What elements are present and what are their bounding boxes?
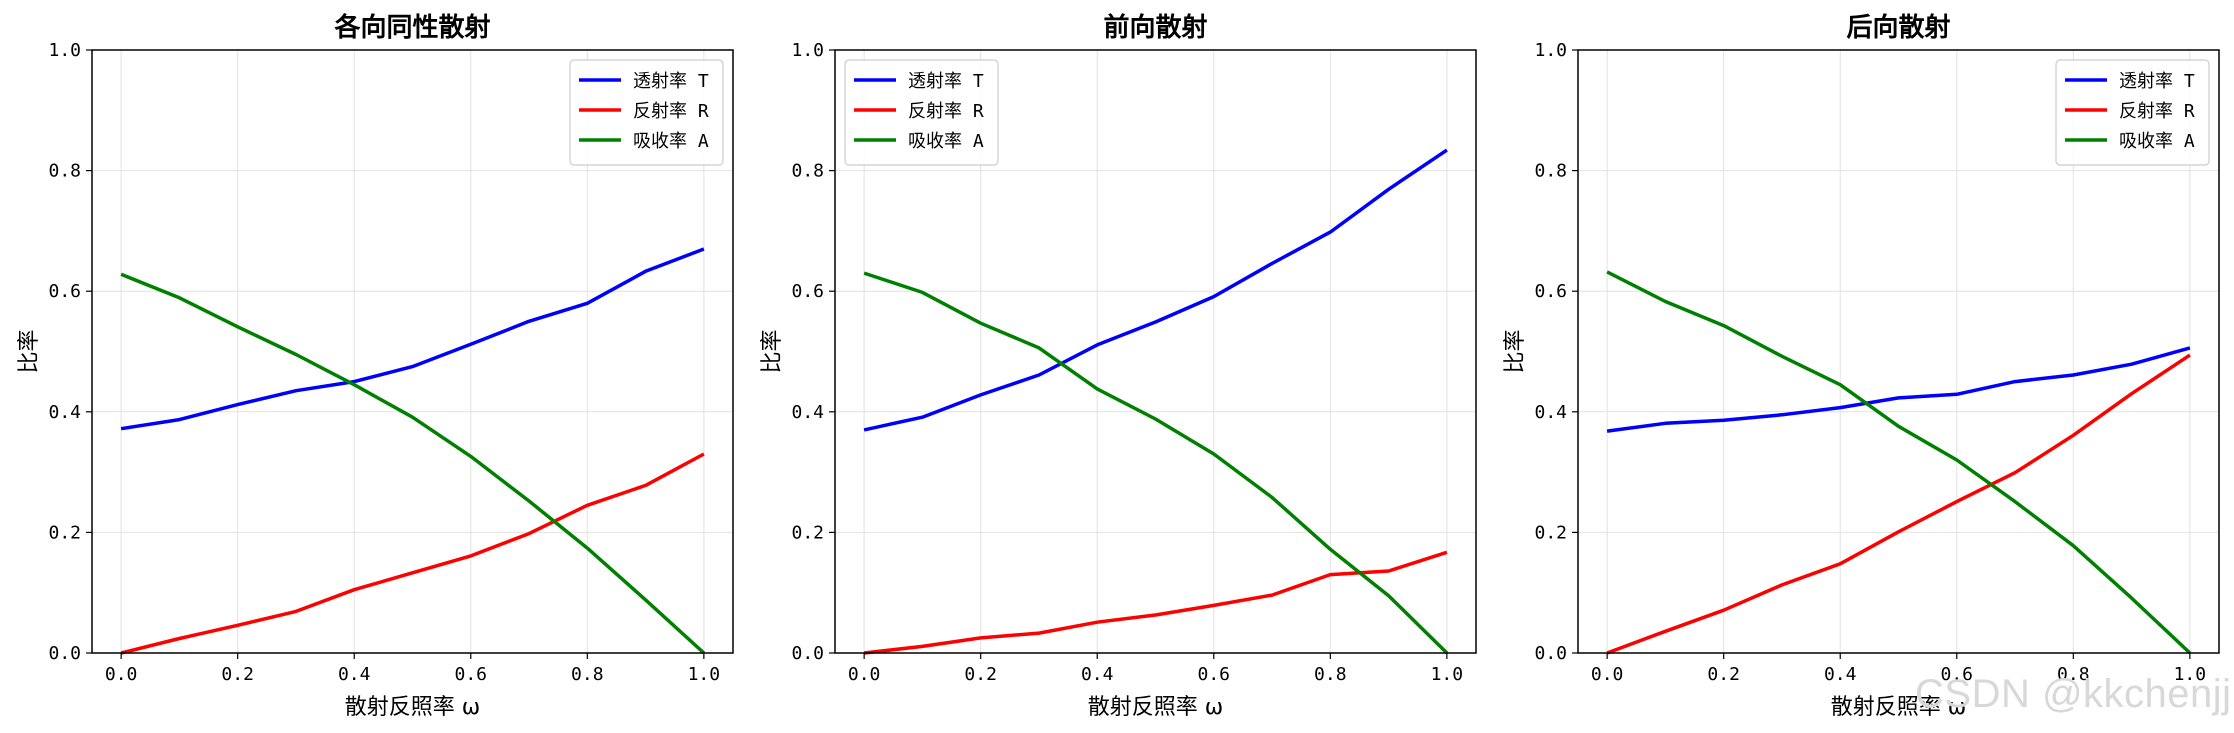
chart-title: 各向同性散射 — [333, 12, 490, 43]
y-axis-label: 比率 — [1503, 329, 1528, 373]
x-tick-label: 0.8 — [1314, 664, 1347, 685]
x-tick-label: 0.0 — [848, 664, 881, 685]
y-tick-label: 0.6 — [1534, 281, 1567, 302]
x-axis-label: 散射反照率 ω — [345, 695, 480, 720]
legend-label: 透射率 T — [633, 71, 709, 92]
x-axis-label: 散射反照率 ω — [1831, 695, 1966, 720]
y-tick-label: 0.4 — [1534, 402, 1567, 423]
y-tick-label: 1.0 — [48, 40, 81, 61]
watermark-text: CSDN @kkchenjj — [1915, 672, 2232, 716]
x-tick-label: 0.2 — [1707, 664, 1740, 685]
x-tick-label: 0.6 — [1198, 664, 1231, 685]
chart-title: 前向散射 — [1103, 12, 1207, 43]
legend-label: 反射率 R — [2119, 101, 2195, 122]
plot-frame — [1577, 49, 2220, 654]
legend: 透射率 T 反射率 R 吸收率 A — [2055, 59, 2210, 166]
x-tick-label: 0.8 — [2057, 664, 2090, 685]
y-axis-label: 比率 — [17, 329, 42, 373]
y-tick-label: 0.0 — [48, 643, 81, 664]
x-tick-label: 0.6 — [455, 664, 488, 685]
y-tick-label: 0.6 — [48, 281, 81, 302]
plot-frame — [834, 49, 1477, 654]
x-tick-label: 0.2 — [221, 664, 254, 685]
x-tick-label: 0.0 — [105, 664, 138, 685]
series-line-1 — [863, 148, 1448, 432]
y-tick-label: 0.8 — [791, 161, 824, 182]
x-tick-label: 1.0 — [688, 664, 721, 685]
y-tick-label: 0.6 — [791, 281, 824, 302]
x-tick-label: 0.6 — [1941, 664, 1974, 685]
legend-label: 反射率 R — [908, 101, 984, 122]
x-tick-label: 0.4 — [338, 664, 371, 685]
chart-panel-3: 0.0 0.2 0.4 0.6 0.8 1.0 0.0 0.2 0.4 0.6 0.8 1.0 后向散射… — [1503, 12, 2220, 720]
legend-label: 吸收率 A — [2119, 131, 2195, 152]
plot-frame — [91, 49, 734, 654]
series-line-1 — [120, 247, 705, 431]
y-tick-label: 0.8 — [48, 161, 81, 182]
y-tick-label: 0.0 — [1534, 643, 1567, 664]
x-tick-label: 1.0 — [2174, 664, 2207, 685]
x-tick-label: 0.2 — [964, 664, 997, 685]
series-line-3 — [1606, 270, 2192, 655]
legend-label: 吸收率 A — [633, 131, 709, 152]
chart-panel-2: 0.0 0.2 0.4 0.6 0.8 1.0 0.0 0.2 0.4 0.6 0.8 1.0 前向散射… — [760, 12, 1477, 720]
series-line-2 — [120, 452, 705, 655]
series-line-3 — [120, 272, 706, 655]
y-tick-label: 0.8 — [1534, 161, 1567, 182]
legend-label: 透射率 T — [908, 71, 984, 92]
legend-label: 反射率 R — [633, 101, 709, 122]
legend-label: 吸收率 A — [908, 131, 984, 152]
y-tick-label: 0.4 — [791, 402, 824, 423]
y-axis-label: 比率 — [760, 329, 785, 373]
y-tick-label: 0.2 — [1534, 522, 1567, 543]
x-axis-label: 散射反照率 ω — [1088, 695, 1223, 720]
y-tick-label: 1.0 — [791, 40, 824, 61]
legend: 透射率 T 反射率 R 吸收率 A — [844, 59, 999, 166]
chart-title: 后向散射 — [1846, 12, 1950, 43]
y-tick-label: 0.4 — [48, 402, 81, 423]
x-tick-label: 0.0 — [1591, 664, 1624, 685]
chart-panel-1: 0.0 0.2 0.4 0.6 0.8 1.0 0.0 0.2 0.4 0.6 0.8 1.0 各向同性… — [17, 12, 734, 720]
series-line-3 — [863, 271, 1449, 655]
y-tick-label: 1.0 — [1534, 40, 1567, 61]
x-tick-label: 0.4 — [1824, 664, 1857, 685]
series-line-2 — [863, 550, 1448, 655]
x-tick-label: 1.0 — [1431, 664, 1464, 685]
series-line-1 — [1606, 346, 2191, 433]
x-tick-label: 0.8 — [571, 664, 604, 685]
legend: 透射率 T 反射率 R 吸收率 A — [569, 59, 724, 166]
series-line-2 — [1606, 353, 2191, 655]
legend-label: 透射率 T — [2119, 71, 2195, 92]
y-tick-label: 0.0 — [791, 643, 824, 664]
y-tick-label: 0.2 — [791, 522, 824, 543]
y-tick-label: 0.2 — [48, 522, 81, 543]
x-tick-label: 0.4 — [1081, 664, 1114, 685]
